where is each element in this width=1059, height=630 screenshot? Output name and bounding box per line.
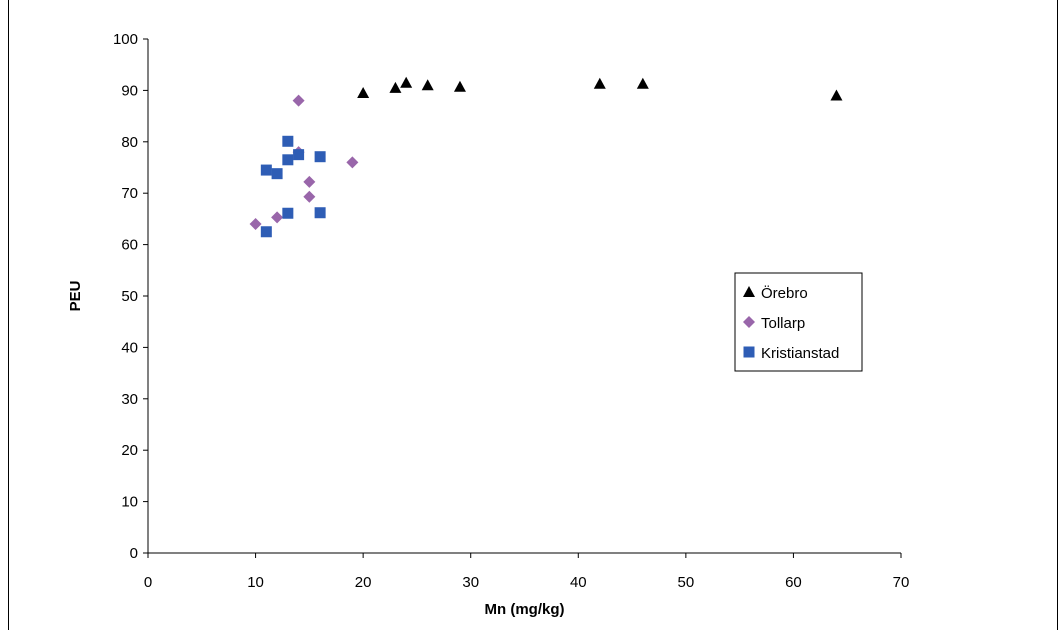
- x-tick-label: 50: [678, 574, 695, 591]
- -rebro-point: [400, 76, 413, 88]
- y-tick-label: 90: [121, 82, 138, 99]
- x-tick-label: 10: [247, 574, 264, 591]
- legend-kristianstad-label: Kristianstad: [761, 345, 839, 362]
- -rebro-point: [357, 86, 370, 98]
- -rebro-point: [593, 77, 606, 89]
- x-tick-label: 60: [785, 574, 802, 591]
- tollarp-point: [271, 211, 284, 224]
- kristianstad-point: [260, 164, 272, 176]
- x-tick-label: 0: [144, 574, 152, 591]
- legend-box: [734, 272, 863, 372]
- chart-frame: [8, 0, 1058, 630]
- -rebro-point: [453, 80, 466, 92]
- x-tick-label: 40: [570, 574, 587, 591]
- tollarp-point: [346, 156, 359, 169]
- y-tick-label: 100: [113, 31, 138, 48]
- legend-tollarp-marker: [743, 316, 755, 328]
- y-tick-label: 40: [121, 339, 138, 356]
- -rebro-point: [421, 79, 434, 91]
- kristianstad-point: [271, 168, 283, 180]
- tollarp-point: [303, 175, 316, 188]
- kristianstad-point: [282, 135, 294, 147]
- x-axis-label: Mn (mg/kg): [485, 601, 565, 618]
- -rebro-point: [830, 89, 843, 101]
- tollarp-point: [303, 190, 316, 203]
- tollarp-point: [249, 218, 262, 231]
- kristianstad-point: [260, 226, 272, 238]
- kristianstad-point: [293, 149, 305, 161]
- x-tick-label: 30: [462, 574, 479, 591]
- x-tick-label: 20: [355, 574, 372, 591]
- tollarp-point: [292, 94, 305, 107]
- kristianstad-point: [314, 151, 326, 163]
- legend-kristianstad-marker: [743, 346, 755, 358]
- kristianstad-point: [314, 207, 326, 219]
- y-axis-label: PEU: [67, 281, 84, 312]
- axes: 0 10 20 30 40 50 60 70 80 90 100 0 10 20 30 40 50 60 70: [113, 31, 909, 591]
- y-tick-label: 20: [121, 442, 138, 459]
- legend: Örebro Tollarp Kristianstad: [734, 272, 863, 372]
- legend--rebro-label: Örebro: [761, 284, 808, 302]
- y-tick-label: 70: [121, 185, 138, 202]
- legend--rebro-marker: [743, 286, 755, 297]
- legend-tollarp-label: Tollarp: [761, 315, 805, 332]
- -rebro-point: [389, 81, 402, 93]
- y-tick-label: 0: [130, 545, 138, 562]
- kristianstad-point: [282, 154, 294, 166]
- y-tick-label: 10: [121, 494, 138, 511]
- x-tick-label: 70: [893, 574, 910, 591]
- data-points: [249, 76, 843, 238]
- -rebro-point: [636, 77, 649, 89]
- y-tick-label: 30: [121, 391, 138, 408]
- y-tick-label: 80: [121, 134, 138, 151]
- y-tick-label: 60: [121, 237, 138, 254]
- kristianstad-point: [282, 207, 294, 219]
- y-tick-label: 50: [121, 288, 138, 305]
